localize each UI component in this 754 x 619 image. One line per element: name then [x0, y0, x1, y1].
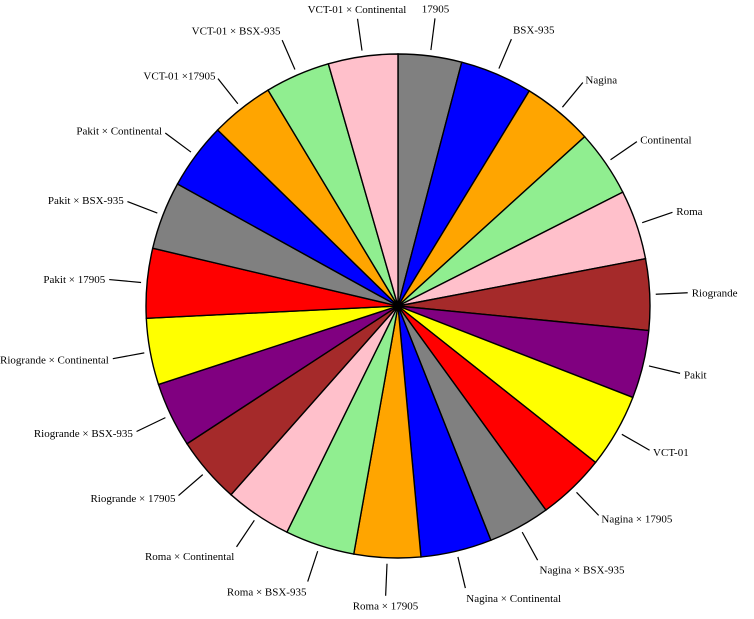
- leader-line-nagina-17905: [576, 491, 600, 516]
- slice-label-pakit: Pakit: [684, 369, 707, 381]
- slice-label-roma-continental: Roma × Continental: [145, 551, 234, 563]
- leader-line-vct-01-continental: [356, 18, 363, 51]
- slice-label-riogrande: Riogrande: [692, 288, 738, 300]
- leader-line-pakit-continental: [164, 132, 192, 153]
- slice-label-riogrande-17905: Riogrande × 17905: [90, 493, 176, 505]
- slice-label-vct-01-continental: VCT-01 × Continental: [308, 4, 407, 16]
- pie-slices: [145, 53, 651, 559]
- slice-label-nagina-17905: Nagina × 17905: [601, 513, 672, 525]
- slice-label-riogrande-continental: Riogrande × Continental: [0, 354, 109, 366]
- leader-line-nagina-bsx-935: [521, 531, 539, 561]
- label-leader-lines: [109, 18, 688, 596]
- leader-line-pakit: [648, 365, 681, 374]
- slice-label-pakit-bsx-935: Pakit × BSX-935: [48, 195, 124, 207]
- leader-line-riogrande: [655, 292, 688, 295]
- slice-label-bsx-935: BSX-935: [513, 24, 555, 36]
- leader-line-pakit-bsx-935: [127, 201, 158, 214]
- leader-line-nagina-continental: [457, 556, 466, 589]
- leader-line-roma-continental: [236, 519, 255, 548]
- slice-label-pakit-17905: Pakit × 17905: [43, 274, 105, 286]
- leader-line-vct-01: [621, 433, 650, 451]
- slice-label-roma-bsx-935: Roma × BSX-935: [227, 586, 307, 598]
- slice-label-nagina-bsx-935: Nagina × BSX-935: [540, 565, 626, 577]
- slice-label-riogrande-bsx-935: Riogrande × BSX-935: [34, 428, 134, 440]
- leader-line-vct-01-17905: [217, 78, 239, 105]
- pie-slice-vct-01-continental: [327, 53, 399, 307]
- slice-labels: 17905 BSX-935 Nagina Continental Roma Riogran…: [0, 3, 738, 612]
- slice-label-vct-01-bsx-935: VCT-01 × BSX-935: [192, 25, 281, 37]
- leader-line-roma-17905: [385, 563, 388, 596]
- leader-line-17905: [430, 18, 436, 51]
- slice-label-roma: Roma: [676, 206, 702, 218]
- leader-line-riogrande-continental: [112, 352, 145, 360]
- leader-line-continental: [610, 141, 638, 161]
- slice-label-nagina: Nagina: [585, 74, 617, 86]
- leader-line-roma-bsx-935: [307, 550, 319, 582]
- leader-line-bsx-935: [498, 38, 512, 69]
- slice-label-pakit-continental: Pakit × Continental: [76, 126, 162, 138]
- leader-line-nagina: [561, 82, 584, 108]
- slice-label-roma-17905: Roma × 17905: [353, 601, 419, 613]
- slice-label-nagina-continental: Nagina × Continental: [466, 593, 561, 605]
- leader-line-vct-01-bsx-935: [281, 39, 296, 70]
- leader-line-riogrande-17905: [178, 474, 204, 497]
- leader-line-pakit-17905: [109, 278, 142, 284]
- leader-line-riogrande-bsx-935: [136, 417, 166, 433]
- slice-label-vct-01-17905: VCT-01 ×17905: [143, 71, 216, 83]
- slice-label-vct-01: VCT-01: [653, 447, 689, 459]
- leader-line-roma: [641, 211, 673, 224]
- slice-label-continental: Continental: [640, 134, 691, 146]
- slice-label-17905: 17905: [422, 3, 450, 15]
